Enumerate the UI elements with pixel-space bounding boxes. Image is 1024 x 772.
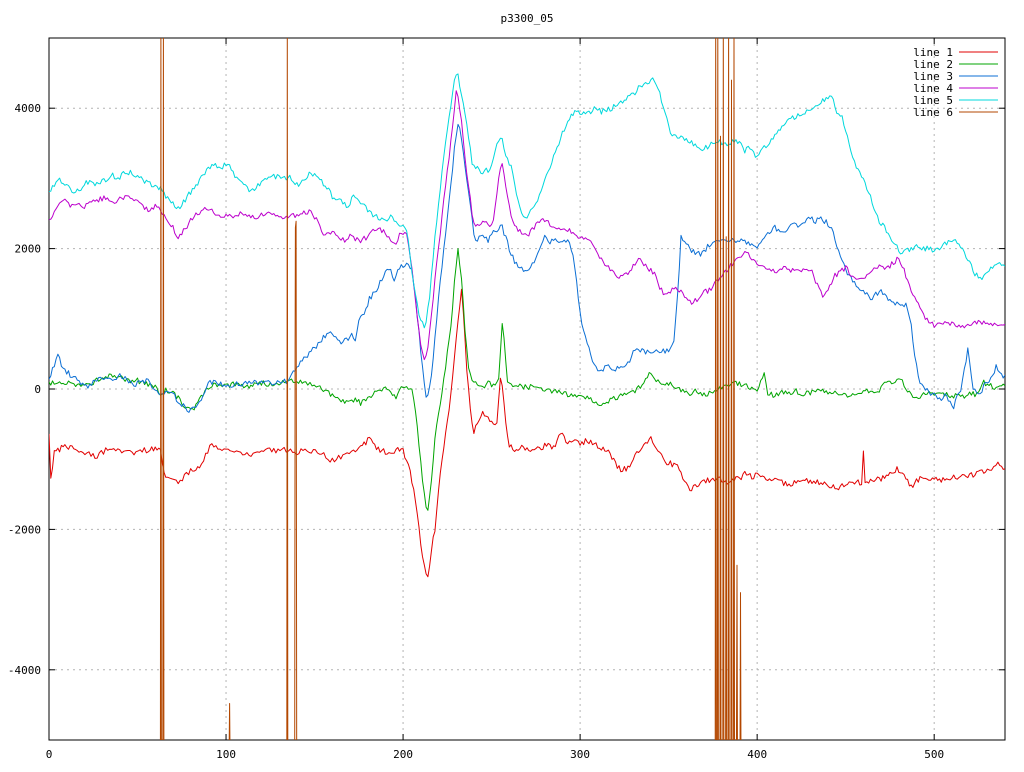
legend-label-line-2: line 2	[913, 58, 953, 71]
series-line-5	[49, 73, 1005, 329]
x-tick-label: 300	[570, 748, 590, 761]
x-tick-label: 200	[393, 748, 413, 761]
legend-label-line-3: line 3	[913, 70, 953, 83]
legend-label-line-5: line 5	[913, 94, 953, 107]
x-tick-label: 100	[216, 748, 236, 761]
y-tick-label: -4000	[8, 664, 41, 677]
series-layer	[49, 38, 1005, 740]
y-tick-label: -2000	[8, 523, 41, 536]
series-line-4	[49, 90, 1005, 361]
chart-title: p3300_05	[501, 12, 554, 25]
y-tick-label: 2000	[15, 243, 42, 256]
series-line-3	[49, 123, 1005, 413]
x-tick-label: 0	[46, 748, 53, 761]
y-tick-label: 0	[34, 383, 41, 396]
legend-label-line-4: line 4	[913, 82, 953, 95]
series-line-1	[49, 288, 1005, 578]
y-tick-label: 4000	[15, 102, 42, 115]
legend-label-line-1: line 1	[913, 46, 953, 59]
x-tick-label: 500	[924, 748, 944, 761]
axes-layer: 0 100 200 300 400 500 -4000 -2000 0 2000 4000	[8, 37, 1006, 761]
series-line-2	[49, 248, 1005, 511]
x-tick-label: 400	[747, 748, 767, 761]
legend-label-line-6: line 6	[913, 106, 953, 119]
series-line-6	[159, 38, 742, 740]
